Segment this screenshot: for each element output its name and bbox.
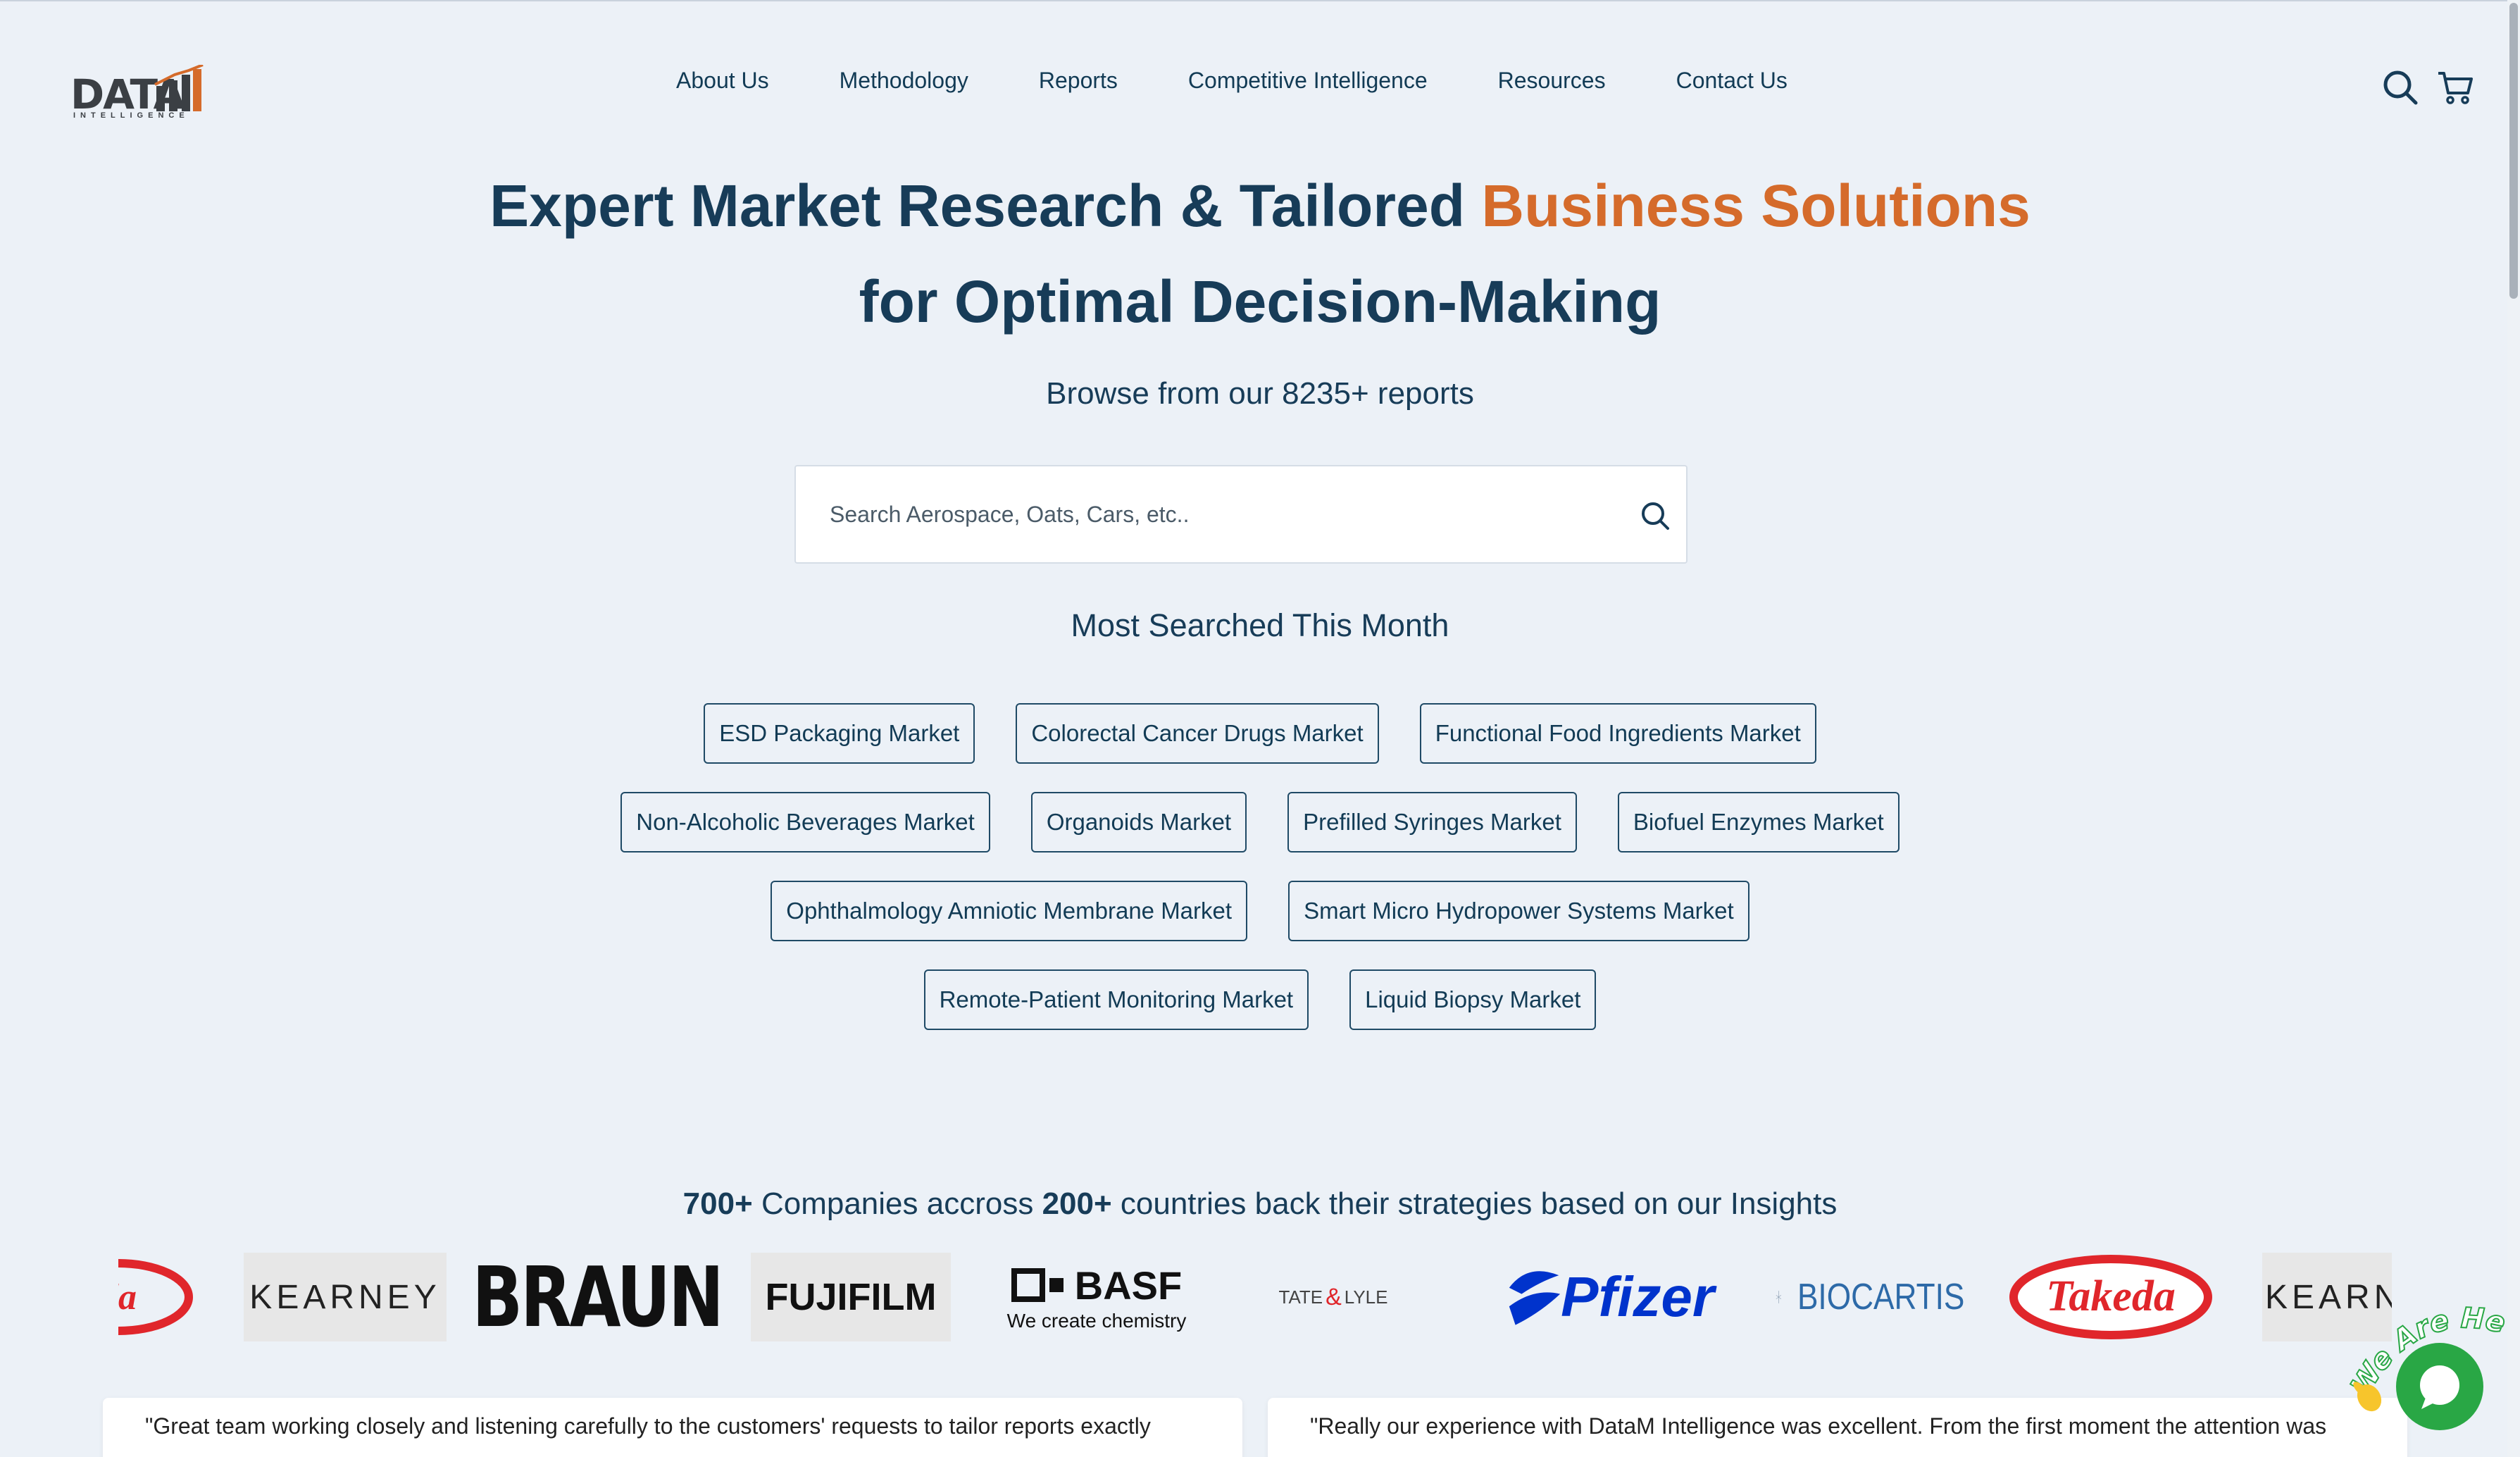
report-search-input[interactable] (830, 466, 1576, 562)
hero-title-accent: Business Solutions (1481, 173, 2031, 239)
page-scrollbar[interactable] (2507, 0, 2520, 1457)
search-submit-icon[interactable] (1638, 499, 1672, 533)
nav-competitive-intelligence[interactable]: Competitive Intelligence (1187, 68, 1428, 93)
search-icon[interactable] (2381, 68, 2420, 107)
takeda-partial-text: da (118, 1277, 137, 1318)
logo-braun: BRAUN (473, 1253, 725, 1344)
logo-fujifilm: FUJIFILM (751, 1253, 951, 1341)
main-nav: About Us Methodology Reports Competitive… (676, 68, 1788, 94)
logo-pfizer: Pfizer (1503, 1253, 1714, 1341)
countries-count: 200+ (1042, 1186, 1112, 1221)
hero-title-line2: for Optimal Decision-Making (859, 268, 1661, 335)
testimonial-text-1: "Great team working closely and listenin… (145, 1413, 1151, 1439)
biocartis-helix-icon (1776, 1291, 1782, 1303)
chip-row-1: ESD Packaging Market Colorectal Cancer D… (0, 703, 2520, 764)
basf-text: BASF (1074, 1263, 1183, 1308)
chip-biofuel-enzymes[interactable]: Biofuel Enzymes Market (1617, 792, 1900, 852)
basf-mark: BASF (1011, 1263, 1182, 1308)
nav-contact-us[interactable]: Contact Us (1676, 68, 1788, 93)
braun-text: BRAUN (472, 1253, 725, 1344)
testimonial-card-2: "Really our experience with DataM Intell… (1268, 1398, 2407, 1457)
cart-icon[interactable] (2435, 68, 2475, 107)
kearney-repeat-text: KEARN (2265, 1278, 2392, 1316)
chip-non-alcoholic-beverages[interactable]: Non-Alcoholic Beverages Market (620, 792, 990, 852)
hero-title-line1: Expert Market Research & Tailored Busine… (0, 172, 2520, 240)
biocartis-text: BIOCARTIS (1797, 1277, 1965, 1318)
client-logo-strip: da KEARNEY BRAUN FUJIFILM BASF We create… (118, 1253, 2392, 1344)
testimonial-text-2: "Really our experience with DataM Intell… (1310, 1413, 2327, 1439)
companies-count: 700+ (682, 1186, 753, 1221)
chip-smart-micro-hydropower[interactable]: Smart Micro Hydropower Systems Market (1288, 881, 1749, 941)
nav-methodology[interactable]: Methodology (839, 68, 968, 93)
chip-functional-food-ingredients[interactable]: Functional Food Ingredients Market (1419, 703, 1816, 764)
chip-ophthalmology-amniotic-membrane[interactable]: Ophthalmology Amniotic Membrane Market (771, 881, 1248, 941)
companies-statement: 700+ Companies accross 200+ countries ba… (0, 1186, 2520, 1222)
basf-tagline: We create chemistry (1006, 1309, 1187, 1332)
nav-reports[interactable]: Reports (1038, 68, 1118, 93)
chip-prefilled-syringes[interactable]: Prefilled Syringes Market (1287, 792, 1577, 852)
kearney-text: KEARNEY (249, 1278, 441, 1316)
most-searched-heading: Most Searched This Month (1071, 607, 1449, 643)
companies-text-1: Companies accross (752, 1186, 1042, 1221)
top-border (0, 0, 2520, 1)
pfizer-text: Pfizer (1561, 1265, 1714, 1328)
fujifilm-text: FUJIFILM (765, 1276, 937, 1318)
logo-kearney-repeat: KEARN (2262, 1253, 2392, 1341)
chip-row-2: Non-Alcoholic Beverages Market Organoids… (0, 792, 2520, 852)
logo-takeda-partial: da (118, 1253, 193, 1341)
tatelyle-tate: TATE (1278, 1286, 1323, 1308)
chip-row-3: Ophthalmology Amniotic Membrane Market S… (0, 881, 2520, 941)
companies-text-2: countries back their strategies based on… (1111, 1186, 1838, 1221)
takeda-partial-logo: da (118, 1259, 193, 1335)
logo-kearney: KEARNEY (244, 1253, 447, 1341)
site-logo[interactable]: DATA INTELLIGENCE (70, 55, 204, 123)
chip-colorectal-cancer-drugs[interactable]: Colorectal Cancer Drugs Market (1016, 703, 1379, 764)
logo-subtext: INTELLIGENCE (73, 111, 189, 120)
logo-biocartis: BIOCARTIS (1775, 1253, 1979, 1341)
basf-square-icon (1011, 1268, 1063, 1302)
takeda-logo: Takeda (2009, 1255, 2212, 1339)
chip-row-4: Remote-Patient Monitoring Market Liquid … (0, 969, 2520, 1030)
pfizer-swirl-icon (1509, 1271, 1561, 1325)
chat-widget: We Are Here! (2337, 1292, 2520, 1457)
tatelyle-ampersand: & (1326, 1283, 1342, 1310)
nav-resources[interactable]: Resources (1497, 68, 1606, 93)
chip-organoids[interactable]: Organoids Market (1030, 792, 1247, 852)
chip-esd-packaging[interactable]: ESD Packaging Market (704, 703, 975, 764)
browse-count: Browse from our 8235+ reports (1046, 376, 1474, 411)
nav-about-us[interactable]: About Us (676, 68, 769, 93)
takeda-text: Takeda (2046, 1272, 2176, 1320)
tatelyle-lyle: LYLE (1344, 1286, 1388, 1308)
logo-takeda: Takeda (2009, 1253, 2213, 1341)
chip-liquid-biopsy[interactable]: Liquid Biopsy Market (1349, 969, 1597, 1030)
chip-remote-patient-monitoring[interactable]: Remote-Patient Monitoring Market (923, 969, 1309, 1030)
waving-hand-icon (2353, 1382, 2382, 1412)
chat-bubble-icon (2420, 1365, 2459, 1409)
chat-open-button[interactable] (2396, 1343, 2483, 1430)
logo-tate-lyle: TATE & LYLE (1259, 1253, 1407, 1341)
hero-title-text: Expert Market Research & Tailored (489, 173, 1482, 239)
logo-bars-icon (154, 65, 204, 111)
logo-basf: BASF We create chemistry (994, 1253, 1199, 1341)
report-search-box (794, 465, 1688, 564)
testimonial-card-1: "Great team working closely and listenin… (103, 1398, 1242, 1457)
scrollbar-thumb[interactable] (2509, 3, 2518, 299)
